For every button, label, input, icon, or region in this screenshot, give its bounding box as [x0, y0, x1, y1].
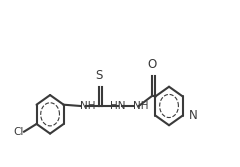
Text: O: O: [148, 58, 157, 71]
Text: Cl: Cl: [14, 127, 24, 137]
Text: S: S: [96, 69, 103, 82]
Text: NH: NH: [132, 101, 148, 111]
Text: NH: NH: [80, 101, 96, 111]
Text: HN: HN: [110, 101, 126, 111]
Text: N: N: [189, 109, 197, 122]
